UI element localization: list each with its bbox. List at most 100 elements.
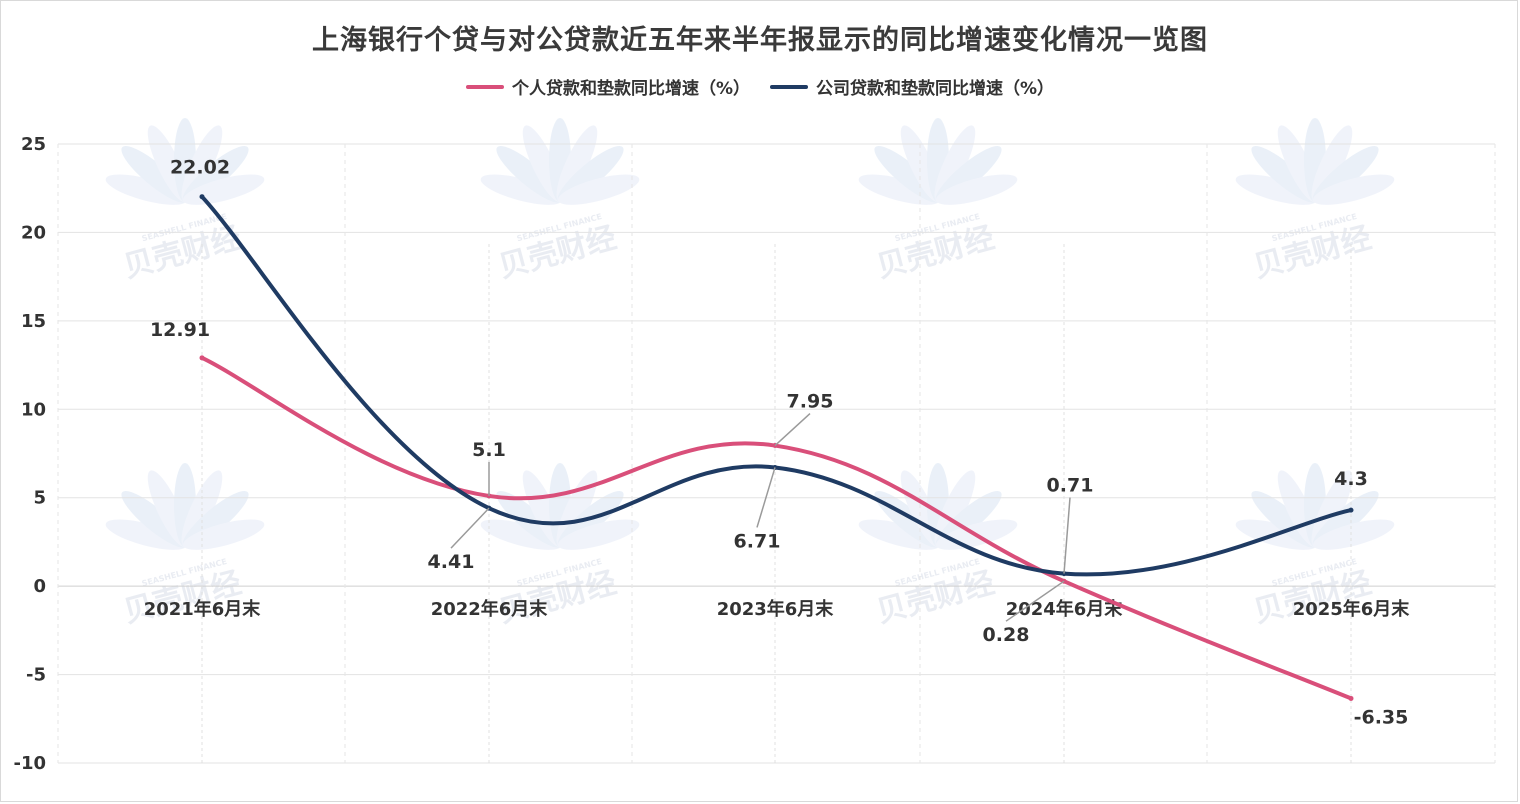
shell-petal-icon: [1277, 470, 1319, 548]
shell-petal-icon: [182, 146, 249, 203]
shell-petal-icon: [1311, 470, 1353, 548]
shell-petal-icon: [105, 519, 188, 550]
shell-petal-icon: [549, 463, 571, 547]
data-label-leader-line: [756, 467, 776, 528]
chart-title: 上海银行个贷与对公贷款近五年来半年报显示的同比增速变化情况一览图: [312, 25, 1208, 56]
shell-petal-icon: [556, 125, 598, 203]
data-label-leader-line: [450, 507, 490, 549]
data-point-personal: [199, 355, 205, 361]
shell-petal-icon: [927, 463, 949, 547]
shell-petal-icon: [556, 470, 598, 548]
shell-petal-icon: [935, 491, 1002, 548]
shell-petal-icon: [858, 519, 941, 550]
data-label-personal: 5.1: [472, 439, 506, 461]
shell-petal-icon: [121, 491, 188, 548]
y-tick-label: -10: [13, 753, 46, 774]
data-label-personal: 7.95: [787, 391, 834, 413]
shell-petal-icon: [1304, 118, 1326, 202]
y-tick-label: 15: [21, 311, 46, 332]
legend-item-corporate-loans[interactable]: 公司贷款和垫款同比增速（%）: [770, 74, 1054, 99]
shell-petal-icon: [182, 491, 249, 548]
shell-petal-icon: [549, 118, 571, 202]
data-label-corporate: 6.71: [734, 530, 781, 552]
shell-petal-icon: [105, 174, 188, 205]
y-tick-label: 5: [33, 488, 46, 509]
x-axis: 2021年6月末 2022年6月末 2023年6月末 2024年6月末 2025年6月末: [144, 598, 1411, 620]
shell-petal-icon: [557, 519, 640, 550]
shell-petal-icon: [557, 146, 624, 203]
shell-petal-icon: [927, 118, 949, 202]
shell-petal-icon: [1311, 125, 1353, 203]
data-label-personal: 12.91: [150, 319, 210, 341]
shell-petal-icon: [496, 146, 563, 203]
shell-petal-icon: [1277, 125, 1319, 203]
shell-petal-icon: [1312, 519, 1395, 550]
shell-petal-icon: [900, 125, 942, 203]
x-tick-label: 2024年6月末: [1006, 598, 1124, 620]
data-point-corporate: [1348, 507, 1354, 513]
shell-petal-icon: [874, 146, 941, 203]
shell-petal-icon: [935, 174, 1018, 205]
x-tick-label: 2025年6月末: [1293, 598, 1411, 620]
shell-petal-icon: [522, 125, 564, 203]
shell-petal-icon: [174, 118, 196, 202]
legend-item-personal-loans[interactable]: 个人贷款和垫款同比增速（%）: [465, 74, 750, 99]
series-line-corporate: [200, 194, 1353, 577]
shell-petal-icon: [147, 470, 189, 548]
shell-petal-icon: [557, 174, 640, 205]
shell-petal-icon: [1304, 463, 1326, 547]
shell-petal-icon: [1235, 174, 1318, 205]
data-label-leader-line: [774, 412, 811, 447]
x-tick-label: 2022年6月末: [431, 598, 549, 620]
shell-petal-icon: [174, 463, 196, 547]
y-tick-label: -5: [26, 665, 46, 686]
data-point-personal: [1348, 695, 1354, 701]
data-label-layer: 12.91 5.1 7.95 0.28 -6.35 22.02 4.41 6.71 0.71 4.…: [150, 157, 1408, 729]
legend-label-personal: 个人贷款和垫款同比增速（%）: [511, 79, 750, 99]
shell-petal-icon: [480, 174, 563, 205]
shell-petal-icon: [858, 174, 941, 205]
data-label-corporate: 0.71: [1047, 475, 1094, 497]
data-label-corporate: 22.02: [170, 157, 230, 179]
grid-layer: [57, 143, 1496, 764]
shell-petal-icon: [1312, 174, 1395, 205]
data-point-corporate: [199, 194, 205, 200]
x-tick-label: 2023年6月末: [717, 598, 835, 620]
shell-petal-icon: [1251, 146, 1318, 203]
legend-label-corporate: 公司贷款和垫款同比增速（%）: [816, 79, 1055, 99]
shell-petal-icon: [522, 470, 564, 548]
series-layer: [199, 194, 1354, 701]
shell-petal-icon: [935, 146, 1002, 203]
x-tick-label: 2021年6月末: [144, 598, 262, 620]
shell-petal-icon: [934, 470, 976, 548]
legend-swatch-personal: [465, 84, 504, 89]
shell-petal-icon: [181, 125, 223, 203]
shell-petal-icon: [480, 519, 563, 550]
shell-petal-icon: [121, 146, 188, 203]
shell-petal-icon: [1312, 146, 1379, 203]
shell-petal-icon: [147, 125, 189, 203]
y-tick-label: 10: [21, 399, 46, 420]
y-tick-label: 25: [21, 134, 46, 155]
legend: 个人贷款和垫款同比增速（%） 公司贷款和垫款同比增速（%）: [0, 74, 1520, 99]
shell-petal-icon: [934, 125, 976, 203]
y-axis: 25 20 15 10 5 0 -5 -10: [13, 134, 46, 774]
shell-petal-icon: [182, 519, 265, 550]
y-tick-label: 0: [33, 576, 46, 597]
data-label-personal: -6.35: [1354, 706, 1409, 728]
data-label-corporate: 4.3: [1334, 468, 1368, 490]
shell-petal-icon: [1251, 491, 1318, 548]
y-tick-label: 20: [21, 222, 46, 243]
shell-petal-icon: [1312, 491, 1379, 548]
data-label-leader-line: [1063, 497, 1071, 574]
data-label-personal: 0.28: [983, 624, 1030, 646]
data-label-leader-line: [1005, 580, 1065, 622]
data-label-corporate: 4.41: [428, 551, 475, 573]
